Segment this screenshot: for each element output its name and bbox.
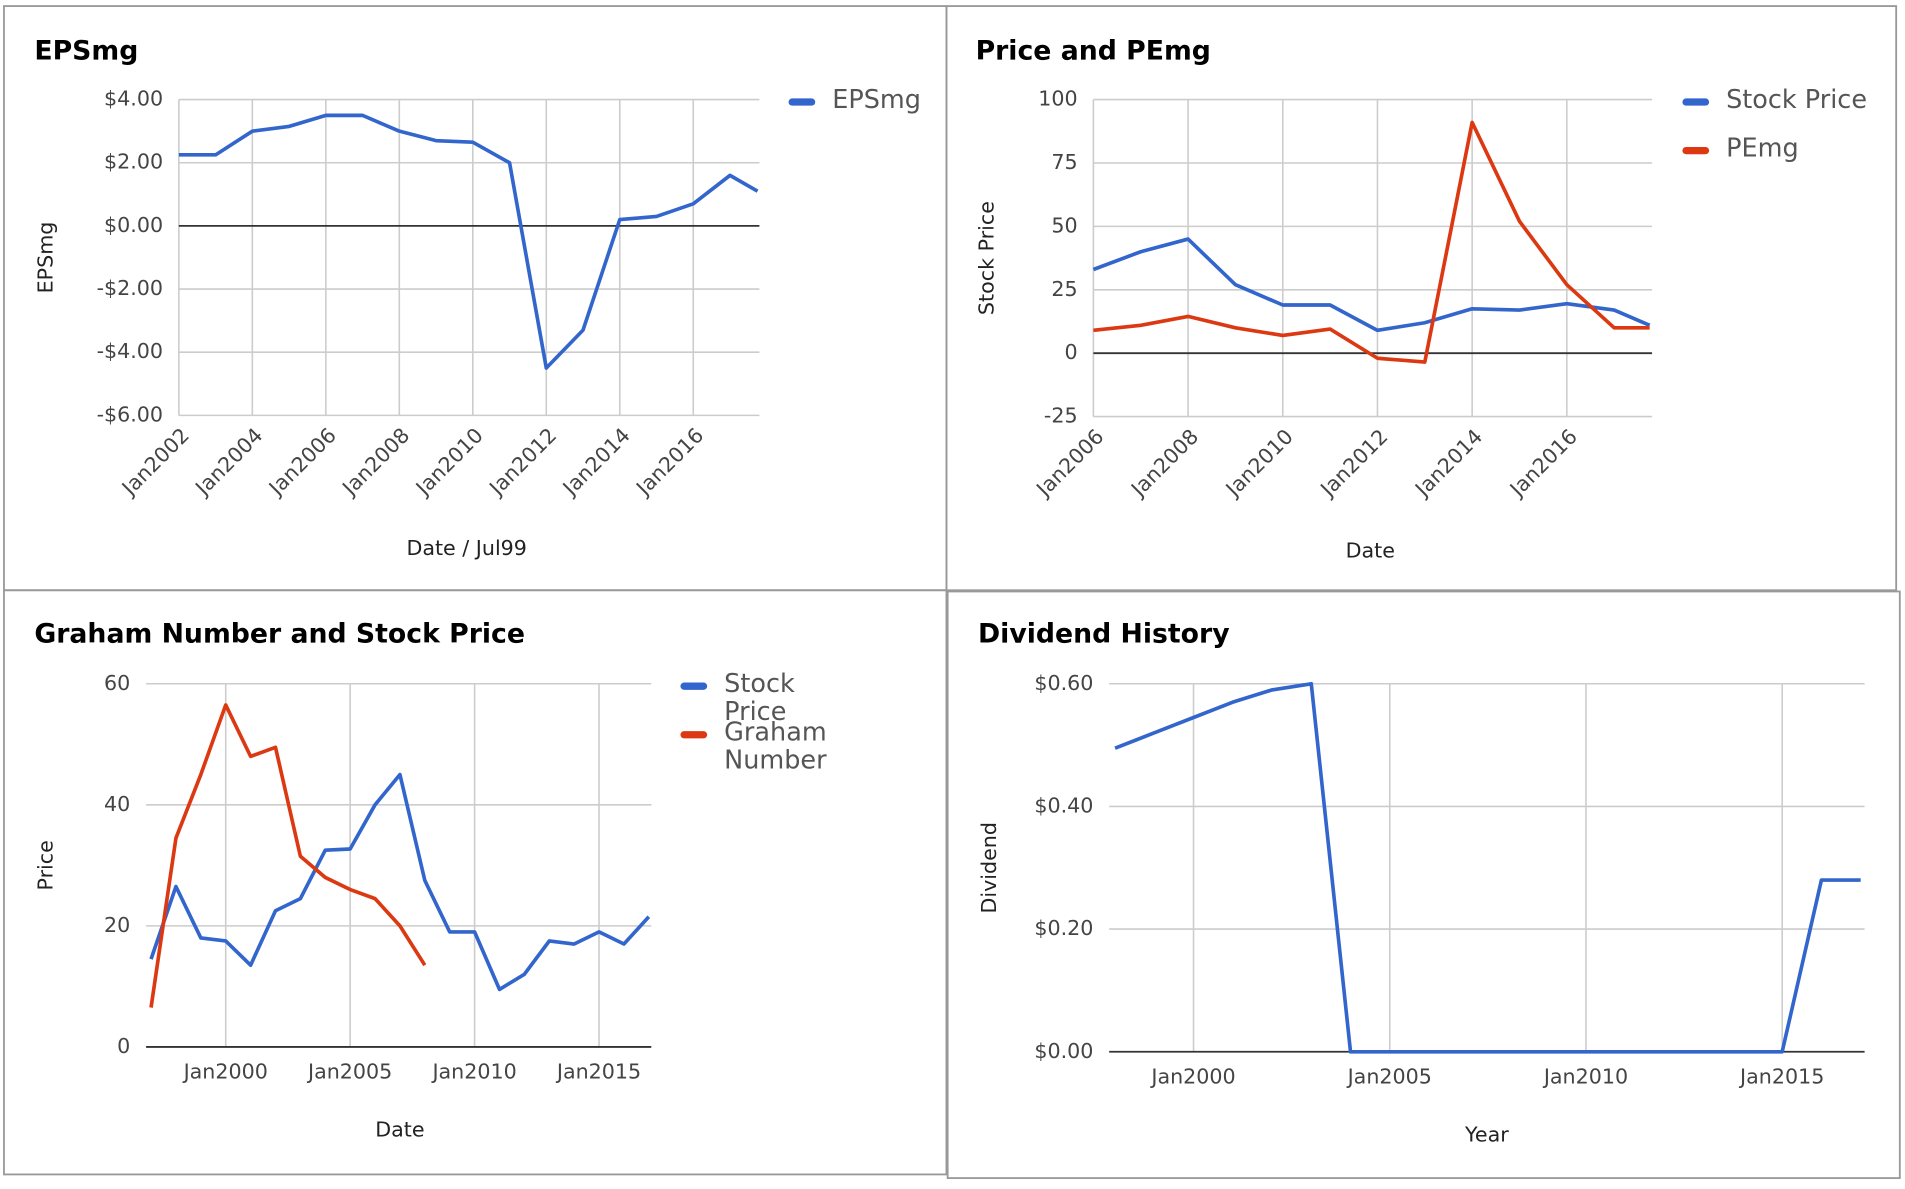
x-axis-label: Date: [375, 1118, 424, 1142]
y-tick-label: -$2.00: [97, 276, 163, 300]
chart-title: EPSmg: [34, 36, 138, 67]
series-line: [1092, 237, 1651, 333]
y-tick-label: $0.60: [1034, 671, 1093, 695]
x-tick-label: Jan2000: [182, 1059, 268, 1083]
y-tick-label: 0: [117, 1034, 130, 1058]
y-axis-label: Stock Price: [975, 201, 999, 315]
x-tick-label: Jan2000: [1149, 1064, 1235, 1088]
legend-label: EPSmg: [832, 85, 921, 115]
x-axis-label: Date: [1346, 538, 1395, 562]
y-tick-label: 75: [1051, 150, 1077, 174]
legend-label: PEmg: [1726, 133, 1799, 163]
chart-title: Dividend History: [978, 619, 1230, 650]
series-line: [1114, 681, 1861, 1054]
series-line: [149, 703, 427, 1008]
panel-border: [946, 590, 1901, 1179]
y-tick-label: 0: [1064, 340, 1077, 364]
y-tick-label: 60: [104, 671, 130, 695]
y-tick-label: -$4.00: [97, 339, 163, 363]
legend-label: Stock Price: [724, 669, 803, 727]
y-tick-label: $0.40: [1034, 793, 1093, 817]
y-axis-label: Dividend: [977, 822, 1001, 914]
series-line: [149, 772, 651, 992]
series-line: [1093, 120, 1650, 364]
x-tick-label: Jan2005: [306, 1059, 392, 1083]
x-tick-label: Jan2010: [430, 1059, 516, 1083]
y-tick-label: -25: [1044, 404, 1078, 428]
panel-border: [945, 5, 1898, 592]
chart-title: Price and PEmg: [976, 36, 1211, 67]
y-tick-label: 25: [1051, 277, 1077, 301]
x-tick-label: Jan2015: [555, 1059, 641, 1083]
y-tick-label: -$6.00: [97, 402, 163, 426]
y-tick-label: $0.00: [1034, 1039, 1093, 1063]
y-tick-label: 20: [104, 913, 130, 937]
y-axis-label: Price: [33, 840, 57, 890]
y-tick-label: $4.00: [104, 87, 163, 111]
panel-border: [3, 589, 948, 1176]
y-axis-label: EPSmg: [33, 222, 57, 294]
x-tick-label: Jan2015: [1738, 1064, 1824, 1088]
x-axis-label: Year: [1464, 1123, 1509, 1147]
y-tick-label: 100: [1038, 87, 1077, 111]
y-tick-label: $2.00: [104, 150, 163, 174]
x-tick-label: Jan2005: [1346, 1064, 1432, 1088]
chart-title: Graham Number and Stock Price: [34, 619, 525, 650]
y-tick-label: 40: [104, 792, 130, 816]
x-tick-label: Jan2010: [1542, 1064, 1628, 1088]
x-axis-label: Date / Jul99: [406, 536, 527, 560]
y-tick-label: $0.00: [104, 213, 163, 237]
series-line: [178, 113, 759, 370]
legend-label: Graham Number: [724, 718, 835, 776]
legend-label: Stock Price: [1726, 85, 1867, 115]
y-tick-label: 50: [1051, 213, 1077, 237]
y-tick-label: $0.20: [1034, 916, 1093, 940]
